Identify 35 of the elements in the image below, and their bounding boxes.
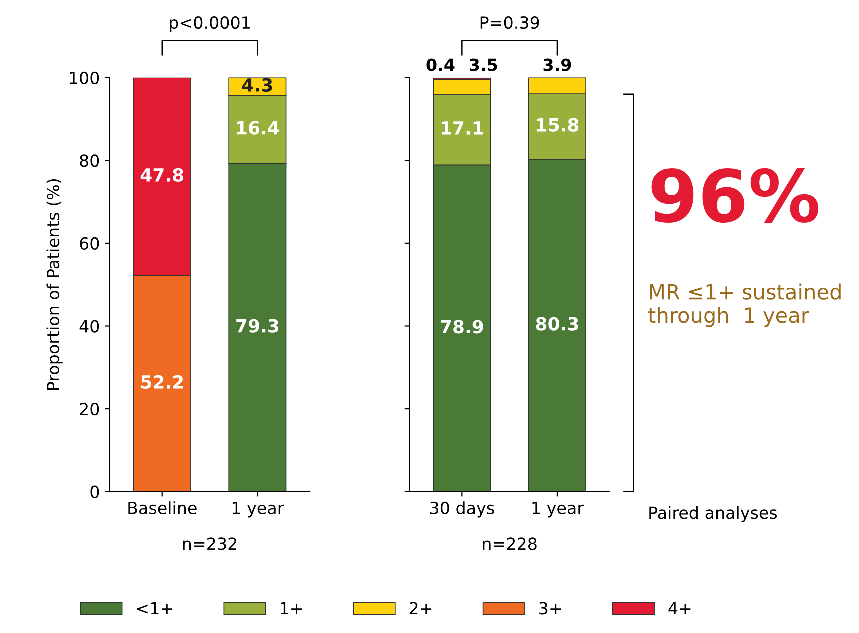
text: MR ≤1+ sustained through 1 year — [648, 284, 841, 328]
y-tick-label: 20 — [80, 403, 100, 416]
x-tick-label: 30 days — [430, 502, 494, 518]
data-label: 0.4 — [426, 58, 455, 72]
legend-label: 2+ — [410, 602, 432, 615]
data-label: 80.3 — [536, 317, 578, 331]
data-label: 47.8 — [140, 168, 184, 182]
y-tick-label: 40 — [80, 320, 100, 333]
legend-label: 4+ — [668, 602, 691, 615]
y-tick-label: 100 — [70, 72, 100, 84]
text: Paired analyses — [650, 506, 778, 522]
text: n=228 — [483, 538, 537, 550]
text: 96% — [652, 168, 819, 224]
data-label: 4.3 — [242, 78, 272, 92]
data-label: 15.8 — [537, 118, 579, 132]
legend-label: 1+ — [281, 602, 302, 615]
data-label: 3.5 — [470, 58, 498, 72]
data-label: 52.2 — [141, 375, 184, 390]
data-label: 17.1 — [442, 122, 484, 135]
data-label: 79.3 — [236, 319, 279, 333]
legend-label: 3+ — [540, 602, 562, 615]
data-label: 16.4 — [237, 121, 280, 135]
data-label: 3.9 — [544, 58, 572, 72]
x-tick-label: 1 year — [532, 502, 584, 518]
y-tick-label: 80 — [80, 154, 100, 168]
legend-label: <1+ — [137, 602, 172, 615]
y-tick-label: 0 — [90, 486, 100, 498]
y-tick-label: 60 — [80, 237, 100, 250]
data-label: 78.9 — [441, 320, 484, 334]
text: P=0.39 — [480, 16, 540, 30]
y-axis-title: Proportion of Patients (%) — [46, 180, 63, 390]
x-tick-label: Baseline — [128, 502, 197, 514]
text: p<0.0001 — [170, 16, 250, 32]
x-tick-label: 1 year — [232, 502, 284, 518]
text: n=232 — [183, 538, 237, 550]
